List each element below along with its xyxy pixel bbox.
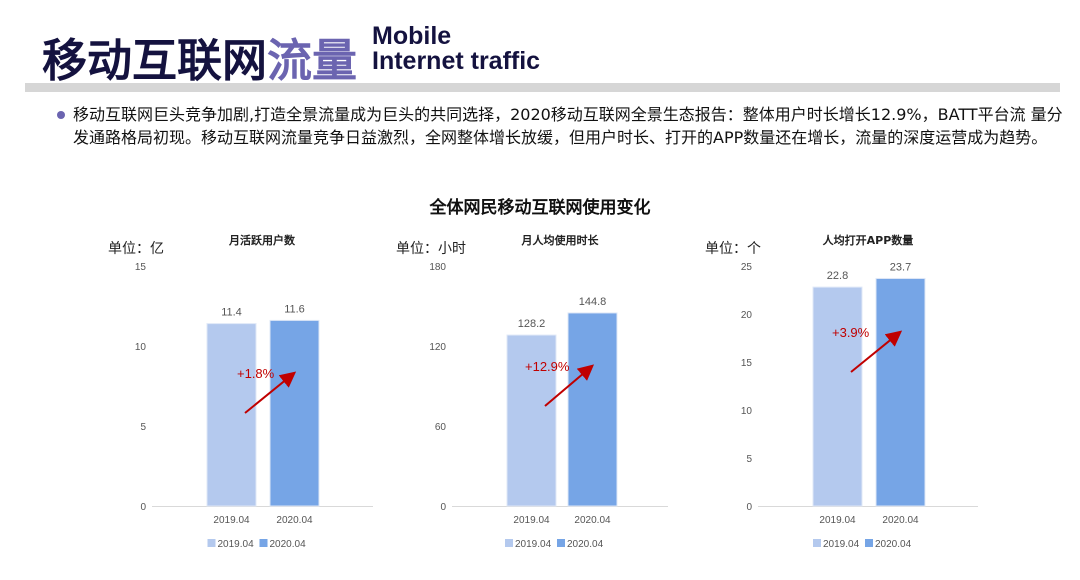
title-main: 移动互联网 (42, 34, 268, 87)
growth-arrow-icon (244, 371, 297, 414)
data-label: 128.2 (518, 318, 546, 330)
legend-label: 2019.04 (823, 539, 860, 550)
unit-label: 单位：个 (705, 241, 761, 257)
chart-title: 人均打开APP数量 (823, 233, 914, 247)
x-tick-label: 2020.04 (574, 515, 611, 526)
bar-2019.04 (206, 323, 257, 507)
legend-swatch (557, 539, 565, 547)
data-label: 11.6 (284, 303, 305, 315)
bar-2020.04 (875, 277, 926, 507)
title-highlight: 流量 (267, 34, 358, 87)
chart-title: 月活跃用户数 (228, 233, 296, 247)
x-tick-label: 2019.04 (213, 515, 250, 526)
y-tick-label: 25 (741, 262, 753, 273)
y-tick-label: 5 (746, 454, 752, 465)
growth-annotation: +1.8% (237, 366, 275, 381)
y-tick-label: 60 (435, 422, 447, 433)
bar-2020.04 (269, 319, 320, 507)
legend-swatch (813, 539, 821, 547)
y-tick-label: 120 (429, 342, 446, 353)
y-tick-label: 15 (135, 262, 147, 273)
x-tick-label: 2019.04 (513, 515, 550, 526)
y-tick-label: 0 (746, 502, 752, 513)
x-tick-label: 2020.04 (882, 515, 919, 526)
y-tick-label: 10 (135, 342, 147, 353)
y-tick-label: 10 (741, 406, 753, 417)
legend-swatch (259, 539, 268, 547)
y-tick-label: 180 (429, 262, 446, 273)
y-tick-label: 0 (440, 502, 446, 513)
data-label: 144.8 (579, 296, 607, 308)
page-title: 移动互联网流量 (42, 24, 357, 89)
chart-title: 月人均使用时长 (521, 233, 600, 247)
english-title: Mobile Internet traffic (372, 24, 540, 74)
y-tick-label: 0 (140, 502, 146, 513)
legend-label: 2020.04 (567, 539, 604, 550)
bar-2019.04 (506, 334, 557, 507)
data-label: 23.7 (890, 261, 911, 273)
bar-2019.04 (812, 286, 863, 507)
section-title: 全体网民移动互联网使用变化 (429, 198, 651, 218)
x-tick-label: 2019.04 (819, 515, 856, 526)
bar-2020.04 (567, 312, 618, 507)
legend-label: 2020.04 (270, 539, 307, 550)
growth-arrow-icon (544, 364, 595, 407)
unit-label: 单位：亿 (108, 241, 164, 257)
english-title-line1: Mobile (372, 22, 452, 50)
growth-annotation: +12.9% (525, 359, 570, 374)
x-tick-label: 2020.04 (276, 515, 313, 526)
legend-label: 2019.04 (515, 539, 552, 550)
legend-label: 2019.04 (218, 539, 255, 550)
data-label: 22.8 (827, 270, 848, 282)
y-tick-label: 20 (741, 310, 753, 321)
body-text: 移动互联网巨头竞争加剧,打造全景流量成为巨头的共同选择，2020移动互联网全景生… (73, 105, 1063, 147)
legend-swatch (505, 539, 513, 547)
growth-arrow-icon (850, 330, 903, 373)
bullet-icon (57, 111, 65, 119)
legend-label: 2020.04 (875, 539, 912, 550)
legend-swatch (207, 539, 216, 547)
legend-swatch (865, 539, 873, 547)
header-divider (25, 83, 1060, 92)
y-tick-label: 5 (140, 422, 146, 433)
english-title-line2: Internet traffic (372, 47, 541, 75)
y-tick-label: 15 (741, 358, 753, 369)
data-label: 11.4 (221, 307, 242, 319)
unit-label: 单位：小时 (396, 241, 466, 257)
growth-annotation: +3.9% (832, 325, 870, 340)
